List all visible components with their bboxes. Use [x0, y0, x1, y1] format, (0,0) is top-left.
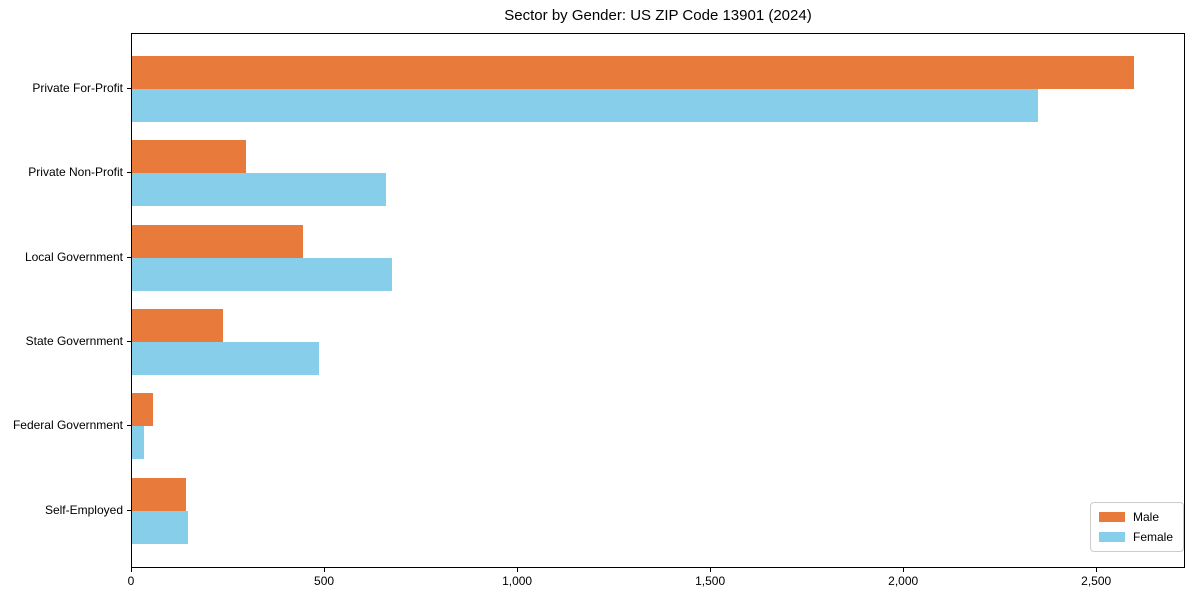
legend: Male Female [1089, 502, 1184, 552]
y-tick-label: Federal Government [12, 418, 123, 433]
bar-male-private-non-profit [132, 140, 246, 174]
y-tick-mark [127, 88, 131, 89]
x-tick-mark [517, 568, 519, 572]
x-tick-mark [131, 568, 132, 572]
bar-male-self-employed [132, 477, 186, 511]
bar-female-federal-government [132, 426, 144, 460]
y-tick-mark [127, 256, 131, 258]
x-tick-mark [903, 568, 905, 572]
x-tick-label: 1,500 [695, 574, 726, 588]
x-tick-label: 2,500 [1081, 574, 1112, 588]
bar-male-local-government [132, 224, 304, 258]
x-tick-label: 0 [127, 574, 135, 588]
y-tick-label: Self-Employed [44, 502, 123, 517]
plot-area [131, 33, 1185, 568]
chart-title: Sector by Gender: US ZIP Code 13901 (202… [504, 7, 812, 24]
x-tick-mark [1096, 568, 1098, 572]
y-tick-mark [127, 425, 131, 427]
female-legend-swatch [1098, 532, 1125, 542]
bar-male-state-government [132, 308, 223, 342]
y-tick-label: Local Government [24, 249, 123, 264]
legend-entry-male: Male [1098, 510, 1173, 524]
y-tick-label: Private For-Profit [32, 81, 123, 95]
legend-label-male: Male [1132, 510, 1159, 524]
y-tick-label: State Government [25, 333, 123, 348]
x-tick-label: 1,000 [502, 574, 533, 588]
legend-entry-female: Female [1098, 530, 1173, 544]
bar-male-private-for-profit [132, 56, 1134, 89]
y-tick-mark [127, 172, 131, 174]
bar-female-state-government [132, 341, 319, 375]
legend-label-female: Female [1132, 530, 1173, 544]
bar-male-federal-government [132, 393, 154, 427]
x-tick-label: 2,000 [888, 574, 919, 588]
bar-female-private-non-profit [132, 173, 387, 207]
bar-female-self-employed [132, 510, 188, 544]
y-tick-mark [127, 340, 131, 342]
y-tick-label: Private Non-Profit [28, 165, 123, 180]
y-tick-mark [127, 509, 131, 511]
x-tick-mark [710, 568, 712, 572]
bar-female-local-government [132, 257, 393, 291]
x-tick-mark [324, 568, 326, 572]
bar-female-private-for-profit [132, 89, 1038, 122]
male-legend-swatch [1098, 512, 1125, 522]
x-tick-label: 500 [314, 574, 335, 588]
